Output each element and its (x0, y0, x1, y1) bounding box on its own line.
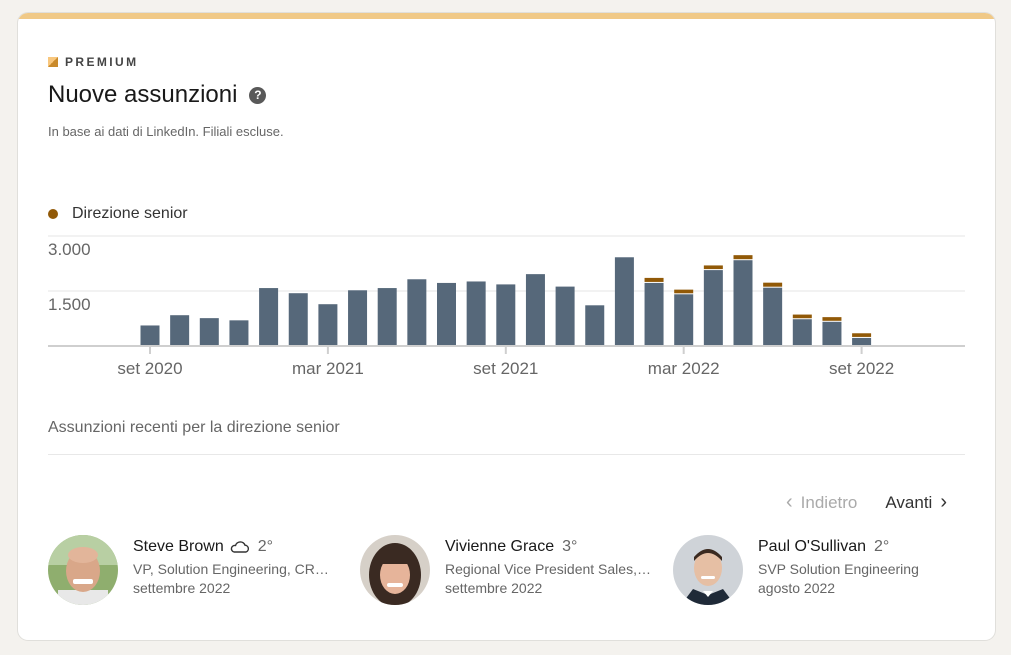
bar-total (644, 282, 664, 346)
bar-total (763, 287, 783, 346)
help-icon[interactable]: ? (249, 86, 267, 104)
bar-total (288, 293, 308, 346)
premium-icon (48, 57, 58, 67)
avatar[interactable] (48, 535, 118, 605)
section-divider (48, 454, 965, 455)
premium-label: PREMIUM (65, 55, 139, 69)
title-text: Nuove assunzioni (48, 81, 238, 108)
chart-legend: Direzione senior (48, 205, 188, 223)
premium-accent-bar (18, 13, 995, 19)
avatar[interactable] (360, 535, 430, 605)
subtitle: In base ai dati di LinkedIn. Filiali esc… (48, 124, 284, 139)
bar-senior (852, 333, 872, 337)
person-role: Regional Vice President Sales, Enterpris… (445, 561, 653, 577)
bar-senior (703, 265, 723, 270)
bar-total (555, 286, 575, 346)
bar-senior (763, 282, 783, 287)
premium-badge: PREMIUM (48, 55, 138, 69)
person-card[interactable]: Vivienne Grace 3° Regional Vice Presiden… (360, 535, 655, 605)
person-info: Paul O'Sullivan 2° SVP Solution Engineer… (758, 535, 968, 596)
bar-total (792, 319, 812, 346)
bar-total (199, 318, 219, 346)
hire-date: settembre 2022 (133, 580, 231, 596)
bar-total (437, 282, 456, 346)
bar-total (585, 305, 605, 346)
bar-total (140, 325, 160, 346)
cloud-icon (230, 541, 249, 553)
bar-total (674, 294, 694, 346)
hires-bar-chart: 3.000 1.500 set 2020 mar 2021 set 2021 mar 20… (48, 235, 965, 378)
bar-total (496, 284, 516, 346)
bar-total (259, 288, 279, 346)
bar-total (614, 257, 634, 346)
next-label: Avanti (885, 492, 933, 512)
bar-senior (674, 289, 694, 294)
recent-hires-heading: Assunzioni recenti per la direzione seni… (48, 419, 340, 436)
bar-total (407, 279, 427, 346)
chevron-right-icon: › (940, 491, 947, 513)
next-button[interactable]: Avanti › (885, 491, 955, 514)
chevron-left-icon: ‹ (786, 491, 793, 513)
person-role: VP, Solution Engineering, CRM Platform (133, 561, 333, 577)
hire-date: settembre 2022 (445, 580, 543, 596)
bar-senior (733, 255, 753, 260)
bar-total (703, 270, 723, 346)
bar-total (466, 281, 486, 346)
prev-label: Indietro (800, 492, 858, 512)
bar-total (229, 320, 249, 346)
legend-swatch-senior (48, 209, 58, 219)
person-name[interactable]: Steve Brown (133, 538, 224, 555)
x-tick-label: mar 2022 (648, 359, 720, 378)
bar-senior (644, 277, 664, 282)
person-info: Vivienne Grace 3° Regional Vice Presiden… (445, 535, 655, 596)
person-name[interactable]: Paul O'Sullivan (758, 538, 866, 555)
person-info: Steve Brown 2° VP, Solution Engineering,… (133, 535, 343, 596)
x-tick-label: set 2022 (829, 359, 894, 378)
bar-total (348, 290, 368, 346)
x-tick-label: mar 2021 (292, 359, 364, 378)
person-card[interactable]: Steve Brown 2° VP, Solution Engineering,… (48, 535, 343, 605)
avatar[interactable] (673, 535, 743, 605)
prev-button[interactable]: ‹ Indietro (778, 491, 857, 514)
hire-date: agosto 2022 (758, 580, 836, 596)
bar-total (852, 337, 872, 346)
person-card[interactable]: Paul O'Sullivan 2° SVP Solution Engineer… (673, 535, 968, 605)
person-role: SVP Solution Engineering (758, 561, 919, 577)
bar-total (318, 304, 338, 346)
connection-degree: 2° (257, 538, 274, 555)
bar-total (733, 260, 753, 346)
carousel-pager: ‹ Indietro Avanti › (778, 491, 955, 514)
y-tick-label: 1.500 (48, 295, 91, 314)
bar-total (525, 274, 545, 346)
x-tick-label: set 2020 (117, 359, 182, 378)
legend-label-senior: Direzione senior (72, 205, 188, 222)
person-name[interactable]: Vivienne Grace (445, 538, 555, 555)
new-hires-card: PREMIUM Nuove assunzioni ? In base ai da… (18, 13, 995, 640)
page-title: Nuove assunzioni ? (48, 81, 267, 109)
connection-degree: 3° (562, 538, 578, 555)
bar-senior (792, 314, 812, 319)
y-tick-label: 3.000 (48, 240, 91, 259)
x-tick-label: set 2021 (473, 359, 538, 378)
bar-total (170, 315, 190, 346)
bar-total (377, 288, 397, 346)
bar-total (822, 321, 842, 346)
connection-degree: 2° (874, 538, 890, 555)
bar-senior (822, 317, 842, 321)
